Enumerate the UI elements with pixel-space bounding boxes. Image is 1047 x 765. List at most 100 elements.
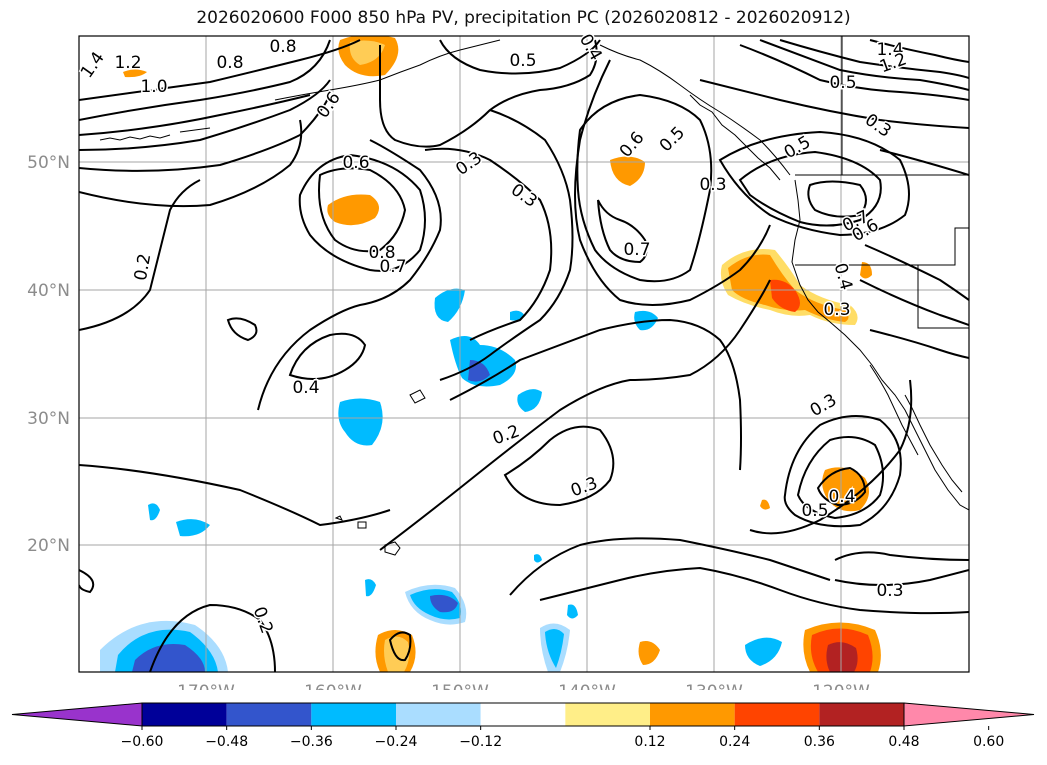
- contour-label: 0.7: [379, 257, 406, 277]
- lon-label-170: 170°W: [177, 682, 235, 690]
- colorbar-tick-label: 0.60: [973, 734, 1004, 750]
- pv-contour: [869, 39, 969, 63]
- colorbar-frame: [141, 702, 905, 727]
- colorbar-tick-label: −0.60: [121, 734, 164, 750]
- contour-label: 0.3: [452, 148, 486, 180]
- state-border-1: [795, 227, 969, 266]
- pv-contour: [79, 94, 331, 172]
- pv-contour: [718, 130, 910, 237]
- precip-area: [434, 288, 465, 322]
- precip-area: [327, 194, 379, 226]
- pv-contour: [796, 435, 885, 520]
- pv-contour: [79, 94, 311, 136]
- graticule: [79, 36, 969, 672]
- pv-contour: [79, 179, 201, 331]
- pv-contour: [298, 153, 426, 272]
- coastlines: [99, 36, 969, 556]
- contour-label: 0.5: [829, 73, 856, 93]
- contour-label: 0.3: [568, 473, 600, 501]
- lon-label-120: 120°W: [812, 682, 870, 690]
- contour-label: 0.4: [292, 378, 319, 398]
- hawaii: [334, 515, 401, 556]
- pv-contour: [257, 139, 442, 411]
- contour-label: 0.5: [656, 123, 689, 156]
- lat-labels: 50°N 40°N 30°N 20°N: [27, 153, 70, 556]
- precip-area: [770, 279, 800, 312]
- contour-label: 1.2: [114, 53, 141, 73]
- pv-contour: [759, 39, 969, 91]
- colorbar-tick-label: 0.48: [888, 734, 919, 750]
- precip-area: [384, 636, 410, 672]
- pv-contour: [439, 109, 574, 381]
- lat-label-40: 40°N: [27, 281, 70, 301]
- pv-contour: [379, 279, 771, 551]
- pv-contour: [864, 244, 969, 301]
- contour-label: 0.8: [269, 37, 296, 57]
- pv-contour: [869, 329, 969, 359]
- precip-area: [176, 519, 210, 537]
- pv-contour: [503, 425, 615, 507]
- pv-contour: [79, 79, 331, 151]
- contour-label: 0.3: [823, 300, 850, 320]
- pv-contour: [576, 93, 713, 283]
- pv-contour: [318, 167, 407, 253]
- baja-coast: [869, 364, 919, 456]
- pv-precipitation-map: 1.4 1.21.00.80.80.60.60.5 0.40.30.30.6 0.50…: [27, 29, 970, 690]
- precip-area: [123, 69, 147, 78]
- contour-label: 1.0: [140, 77, 167, 97]
- lon-label-130: 130°W: [685, 682, 743, 690]
- pacific-island: [409, 389, 426, 404]
- mexico-coast: [904, 394, 963, 493]
- contour-label: 0.5: [781, 132, 814, 163]
- colorbar-tick-label: 0.36: [804, 734, 835, 750]
- pv-contour: [738, 150, 882, 227]
- contour-label: 0.6: [616, 128, 649, 162]
- precip-area: [430, 594, 458, 613]
- precip-area: [638, 641, 660, 665]
- precip-area: [760, 499, 770, 510]
- pv-contour: [509, 537, 831, 596]
- us-west-coast: [791, 179, 969, 511]
- contour-label: 0.4: [828, 487, 855, 507]
- precip-positive-areas: [123, 36, 881, 672]
- contour-label: 0.3: [876, 581, 903, 601]
- contour-label: 0.2: [131, 252, 155, 282]
- lon-label-140: 140°W: [558, 682, 616, 690]
- colorbar-tick-label: −0.12: [459, 734, 502, 750]
- pv-contour: [834, 551, 969, 561]
- contour-label: 0.8: [368, 243, 395, 263]
- pv-contour: [379, 39, 598, 148]
- pv-contour: [807, 180, 867, 218]
- colorbar-segments: [11, 702, 1035, 727]
- colorbar-segment: [650, 703, 735, 726]
- colorbar-segment: [311, 703, 396, 726]
- lat-label-20: 20°N: [27, 536, 70, 556]
- pv-contour: [597, 199, 648, 264]
- pv-contour: [288, 332, 367, 380]
- colorbar-tick-label: 0.12: [634, 734, 665, 750]
- contour-label: 1.4: [876, 40, 903, 60]
- precip-area: [510, 310, 525, 321]
- contour-label: 0.5: [509, 51, 536, 71]
- pv-contour: [424, 147, 553, 341]
- pv-contour: [699, 79, 969, 129]
- pv-contour: [388, 631, 412, 662]
- pv-contour: [79, 569, 95, 594]
- precip-area: [534, 554, 542, 563]
- contour-label: 0.2: [249, 604, 277, 636]
- colorbar-segment: [396, 703, 481, 726]
- lat-label-50: 50°N: [27, 153, 70, 173]
- bc-coast: [689, 94, 781, 181]
- precip-area: [745, 637, 782, 666]
- colorbar-segment: [734, 703, 820, 726]
- contour-label: 0.3: [861, 110, 895, 142]
- pv-contour: [449, 318, 742, 471]
- pv-contour: [79, 39, 361, 101]
- precip-area: [545, 628, 564, 668]
- colorbar-tick-label: −0.24: [375, 734, 418, 750]
- colorbar-tick-label: −0.36: [290, 734, 333, 750]
- precip-area: [148, 503, 160, 521]
- pv-contour: [79, 464, 391, 527]
- colorbar-segment: [565, 703, 650, 726]
- precip-area: [826, 642, 858, 672]
